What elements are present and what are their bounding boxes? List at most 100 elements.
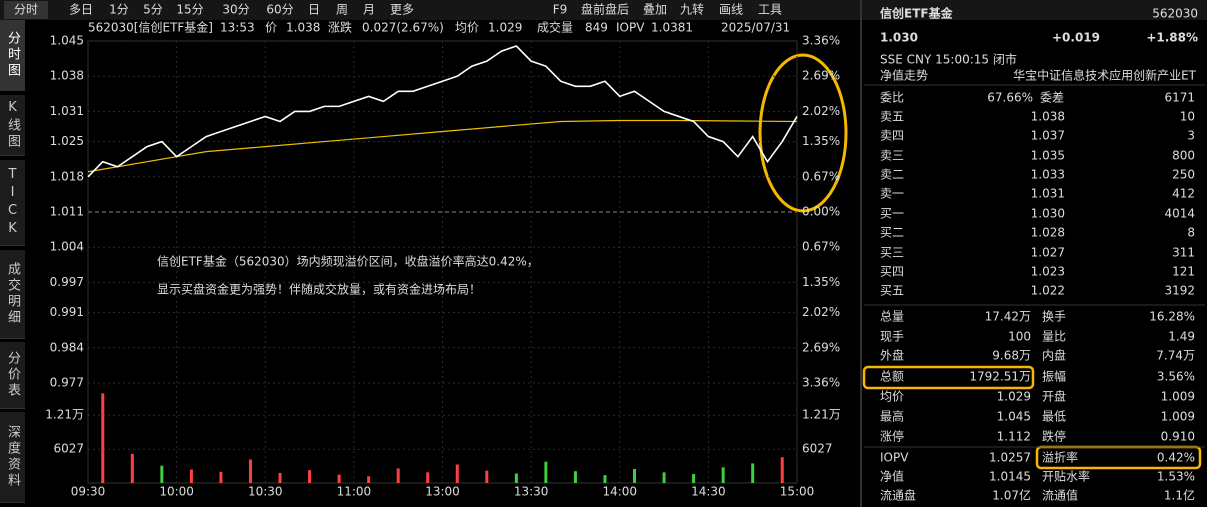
- stat-label: 涨停: [880, 429, 904, 444]
- book-label: 卖五: [880, 110, 904, 124]
- x-tick-label: 09:30: [71, 485, 106, 499]
- volume-bar: [278, 472, 282, 483]
- price-line: [87, 45, 798, 178]
- header-iopv: 1.0381: [651, 21, 693, 35]
- quote-meta: SSE CNY 15:00:15 闭市: [880, 52, 1017, 67]
- y2-tick-label: 2.69%: [802, 340, 840, 354]
- toolbar-tab: 分时: [14, 3, 38, 17]
- side-tab[interactable]: 成交明细: [0, 250, 25, 339]
- book-price: 1.028: [1031, 226, 1065, 240]
- stat-label: 开盘: [1042, 389, 1066, 404]
- stat-value: 1.112: [997, 430, 1031, 444]
- volume-tick-label: 6027: [53, 442, 84, 456]
- volume-bar: [219, 471, 223, 483]
- toolbar-tool: 画线: [719, 3, 743, 17]
- highlight-ellipse: [758, 53, 848, 213]
- stat-label: 净值: [880, 469, 904, 484]
- x-tick-label: 14:00: [602, 485, 637, 499]
- book-label: 卖三: [880, 149, 904, 163]
- y2-tick-label: 2.02%: [802, 305, 840, 319]
- toolbar-tab: 30分: [222, 3, 249, 17]
- average-line: [87, 119, 798, 173]
- divider: [860, 0, 862, 507]
- book-label: 买五: [880, 284, 904, 298]
- side-tab[interactable]: 分价表: [0, 342, 25, 409]
- stat-value: 1.53%: [1157, 470, 1195, 484]
- stat-label: 开贴水率: [1042, 469, 1090, 484]
- side-tab[interactable]: K线图: [0, 95, 25, 156]
- y-tick-label: 0.991: [50, 305, 84, 319]
- ratio: 67.66%: [987, 91, 1033, 105]
- stat-value: 1792.51万: [969, 370, 1031, 384]
- volume-bar: [248, 459, 252, 483]
- volume-bar: [692, 474, 696, 483]
- stat-label: 流通值: [1042, 488, 1078, 503]
- highlight-box: [862, 365, 1035, 390]
- y-tick-label: 1.038: [50, 69, 84, 83]
- volume-tick-label: 6027: [802, 442, 833, 456]
- stat-value: 1.0257: [989, 451, 1031, 465]
- stat-value: 3.56%: [1157, 370, 1195, 384]
- header-avg: 1.029: [488, 21, 522, 35]
- header-vol: 849: [585, 21, 608, 35]
- volume-bar: [160, 465, 164, 483]
- stat-label: 溢折率: [1042, 450, 1078, 465]
- stat-label: 量比: [1042, 330, 1066, 344]
- stat-value: 1.009: [1161, 410, 1195, 424]
- y2-tick-label: 1.35%: [802, 275, 840, 289]
- stat-label: 最低: [1042, 410, 1066, 424]
- book-volume: 8: [1187, 226, 1195, 240]
- book-volume: 412: [1172, 187, 1195, 201]
- quote-price: 1.030: [880, 31, 918, 45]
- x-tick-label: 10:00: [159, 485, 194, 499]
- stat-label: 总量: [880, 310, 904, 324]
- book-label: 买一: [880, 207, 904, 221]
- stat-label: 换手: [1042, 310, 1066, 324]
- book-volume: 4014: [1164, 207, 1195, 221]
- quote-change: +0.019: [1052, 31, 1100, 45]
- x-tick-label: 14:30: [691, 485, 726, 499]
- quote-pct: +1.88%: [1146, 31, 1198, 45]
- stat-value: 100: [1008, 330, 1031, 344]
- active-tab: [4, 1, 48, 19]
- volume-bar: [780, 457, 784, 483]
- side-tab[interactable]: 深度资料: [0, 412, 25, 503]
- stat-value: 1.07亿: [992, 488, 1031, 503]
- stat-value: 16.28%: [1149, 310, 1195, 324]
- x-tick-label: 13:00: [425, 485, 460, 499]
- volume-bar: [721, 467, 725, 483]
- book-volume: 10: [1180, 110, 1195, 124]
- header-vol-label: 成交量: [537, 20, 573, 35]
- book-price: 1.023: [1031, 265, 1065, 279]
- y-tick-label: 1.018: [50, 169, 84, 183]
- volume-tick-label: 1.21万: [802, 408, 841, 422]
- y-tick-label: 1.025: [50, 134, 84, 148]
- ratio-label: 委比: [880, 91, 904, 105]
- side-tab[interactable]: 分时图: [0, 20, 25, 91]
- book-price: 1.027: [1031, 246, 1065, 260]
- book-volume: 3: [1187, 129, 1195, 143]
- toolbar-tool: 盘前盘后: [581, 2, 629, 17]
- book-price: 1.031: [1031, 187, 1065, 201]
- volume-bar: [633, 468, 637, 483]
- diff-label: 委差: [1040, 91, 1064, 105]
- stat-label: 跌停: [1042, 429, 1066, 444]
- y-tick-label: 1.011: [50, 205, 84, 219]
- volume-bar: [337, 474, 341, 483]
- side-tab[interactable]: TICK: [0, 160, 25, 246]
- book-label: 买二: [880, 226, 904, 240]
- stat-label: 振幅: [1042, 369, 1066, 384]
- book-volume: 250: [1172, 168, 1195, 182]
- stat-label: 现手: [880, 330, 904, 344]
- header-change-label: 涨跌: [328, 20, 352, 35]
- book-price: 1.035: [1031, 149, 1065, 163]
- volume-tick-label: 1.21万: [45, 408, 84, 422]
- y2-tick-label: 3.36%: [802, 34, 840, 48]
- toolbar: [0, 0, 1207, 20]
- volume-bar: [101, 393, 105, 483]
- x-tick-label: 15:00: [780, 485, 815, 499]
- y2-tick-label: 0.67%: [802, 169, 840, 183]
- toolbar-tab: 15分: [176, 3, 203, 17]
- volume-bar: [485, 470, 489, 483]
